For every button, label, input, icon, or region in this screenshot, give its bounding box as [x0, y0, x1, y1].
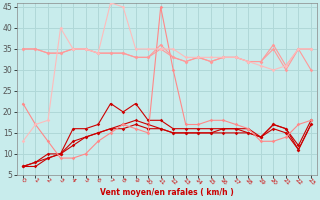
X-axis label: Vent moyen/en rafales ( km/h ): Vent moyen/en rafales ( km/h ) — [100, 188, 234, 197]
